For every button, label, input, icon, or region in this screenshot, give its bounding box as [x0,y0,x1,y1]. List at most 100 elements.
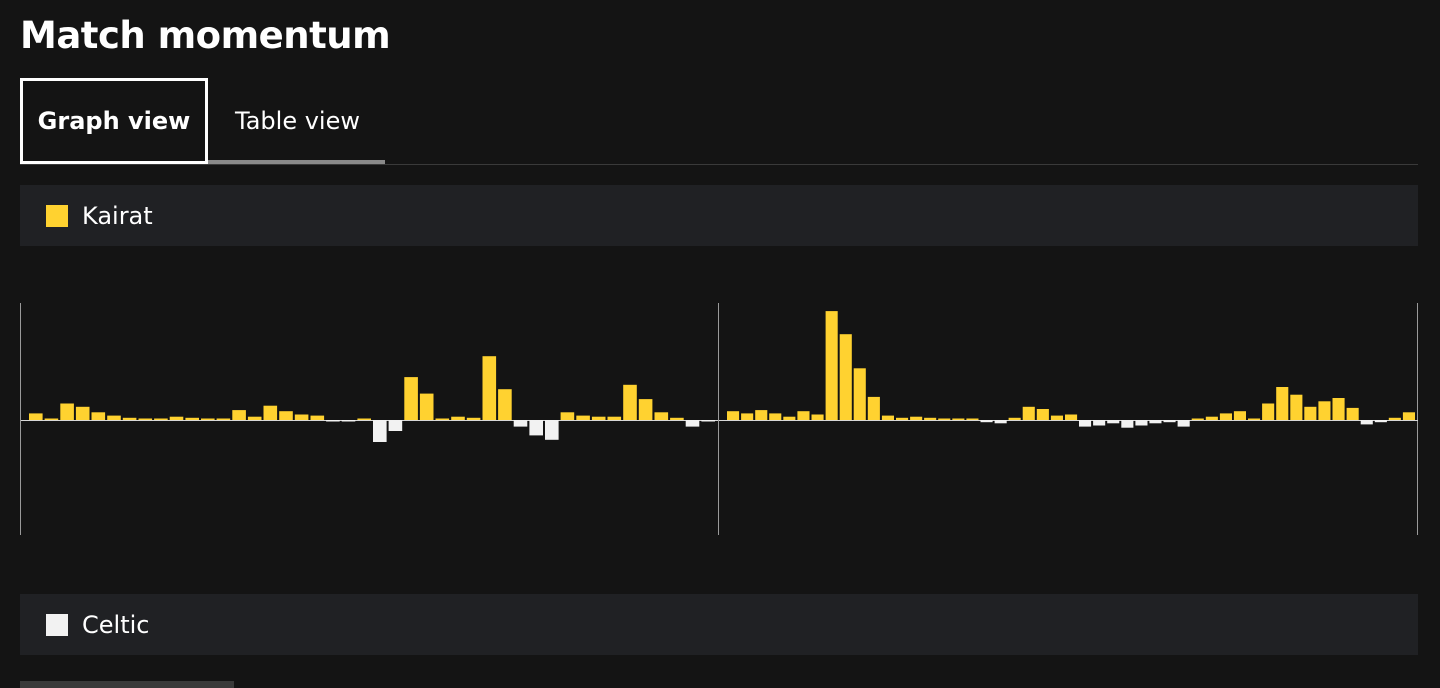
momentum-bar-2-3 [755,410,768,420]
momentum-bar-2-23 [1036,409,1049,420]
momentum-bar-2-4 [769,413,782,420]
momentum-bar-1-17 [279,411,293,420]
momentum-bar-2-10 [853,368,866,420]
momentum-bar-1-39 [623,384,637,420]
momentum-bar-2-1 [727,411,740,420]
momentum-bar-1-32 [513,420,528,427]
momentum-bar-1-41 [654,412,669,420]
momentum-bar-2-14 [910,416,923,420]
momentum-bar-2-24 [1050,415,1063,420]
legend-celtic: Celtic [20,594,1418,655]
momentum-bar-2-39 [1262,403,1275,420]
momentum-bar-2-49 [1402,412,1415,420]
momentum-bar-1-2 [44,418,59,420]
momentum-bar-2-11 [867,396,880,420]
momentum-bar-1-11 [185,417,199,420]
momentum-bar-2-31 [1149,420,1162,424]
momentum-bar-1-35 [560,412,575,420]
momentum-bar-1-5 [91,412,106,420]
momentum-bar-2-43 [1318,401,1331,420]
momentum-bar-1-26 [419,393,434,420]
momentum-bar-1-31 [498,389,512,420]
momentum-bar-1-29 [466,417,481,420]
momentum-bar-2-6 [797,411,810,420]
momentum-bar-1-1 [29,413,43,420]
momentum-bar-1-24 [388,420,403,431]
momentum-bar-1-36 [576,415,590,420]
momentum-bar-1-3 [60,403,74,420]
momentum-bar-2-33 [1177,420,1190,427]
momentum-bar-1-9 [154,418,168,420]
kairat-color-swatch [46,204,68,227]
momentum-bar-1-6 [107,415,121,420]
momentum-bar-2-15 [924,417,937,420]
momentum-bar-2-21 [1008,417,1021,420]
momentum-bar-1-15 [247,416,262,420]
momentum-bar-2-27 [1093,420,1106,426]
momentum-bar-2-8 [825,311,838,420]
momentum-bar-1-33 [529,420,543,436]
momentum-bar-2-13 [896,417,909,420]
momentum-bar-2-41 [1290,394,1303,420]
momentum-bar-2-38 [1248,418,1261,420]
momentum-bar-1-44 [701,420,715,422]
momentum-bar-1-20 [326,420,340,422]
momentum-bar-1-18 [294,414,309,420]
momentum-bar-2-32 [1163,420,1176,423]
momentum-bar-2-28 [1107,420,1120,424]
momentum-bar-2-30 [1135,420,1148,426]
legend-label-kairat: Kairat [82,201,153,230]
momentum-bar-1-14 [232,410,246,420]
momentum-bar-1-42 [670,417,684,420]
tab-divider [20,164,1418,165]
momentum-bar-1-12 [201,418,215,420]
momentum-bar-2-16 [938,418,951,420]
momentum-bar-2-25 [1065,414,1078,420]
momentum-bar-2-2 [741,413,754,420]
momentum-bar-2-29 [1121,420,1134,428]
legend-kairat: Kairat [20,185,1418,246]
momentum-bar-2-37 [1233,411,1246,420]
momentum-bar-1-4 [75,406,90,420]
momentum-bar-1-7 [122,417,137,420]
page-title: Match momentum [20,14,391,57]
momentum-bar-1-27 [435,418,450,420]
momentum-bar-2-44 [1332,398,1345,420]
momentum-bar-1-10 [169,416,184,420]
momentum-bar-1-8 [138,418,153,420]
tab-graph-view[interactable]: Graph view [20,78,208,164]
momentum-bar-2-17 [952,418,965,420]
momentum-bar-2-35 [1205,416,1218,420]
momentum-bar-2-12 [881,415,894,420]
momentum-bar-2-48 [1388,417,1401,420]
momentum-bar-1-38 [607,416,622,420]
momentum-bar-2-18 [966,418,979,420]
momentum-chart [20,303,1418,535]
momentum-bar-1-43 [685,420,700,427]
momentum-bar-2-19 [980,420,993,423]
momentum-bar-1-22 [357,418,371,420]
momentum-bar-2-42 [1304,406,1317,420]
momentum-bar-1-25 [404,377,418,420]
momentum-bar-1-28 [451,416,465,420]
momentum-bar-1-34 [545,420,559,440]
momentum-bar-2-5 [783,416,796,420]
momentum-bar-1-19 [310,415,325,420]
momentum-bar-1-40 [638,399,653,420]
celtic-color-swatch [46,613,68,636]
momentum-bar-2-20 [994,420,1007,424]
momentum-bar-1-21 [341,420,356,422]
momentum-bar-2-40 [1276,387,1289,420]
momentum-bar-2-7 [811,414,824,420]
momentum-bar-2-46 [1360,420,1373,425]
momentum-bar-2-45 [1346,407,1359,420]
partial-section-tab [20,681,234,688]
momentum-bar-1-37 [591,416,606,420]
momentum-bar-2-47 [1374,420,1387,423]
momentum-bar-2-26 [1079,420,1092,427]
momentum-bar-2-22 [1022,406,1035,420]
momentum-bar-2-36 [1219,413,1232,420]
tab-table-view[interactable]: Table view [235,107,360,135]
momentum-bar-2-9 [839,334,852,420]
momentum-bar-1-13 [216,418,231,420]
